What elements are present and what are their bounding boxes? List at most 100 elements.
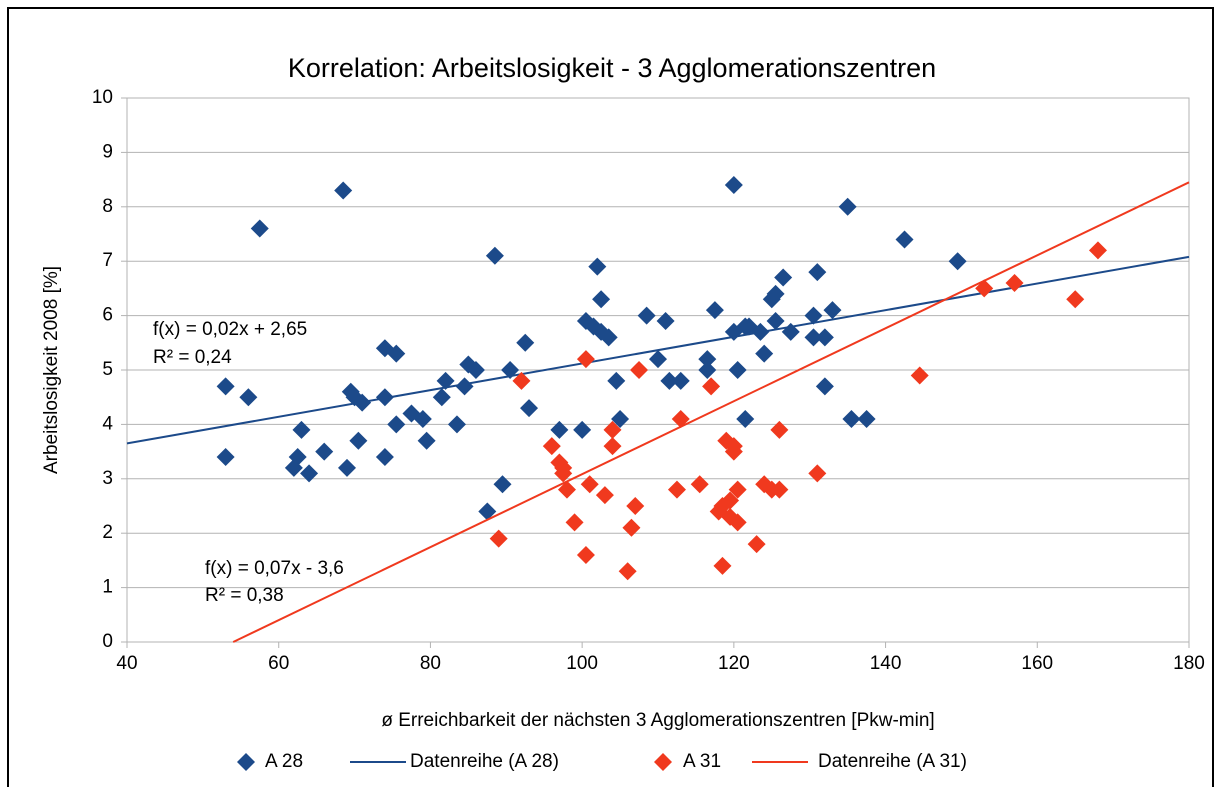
annotation: f(x) = 0,07x - 3,6 xyxy=(205,558,344,579)
point xyxy=(698,361,717,379)
point xyxy=(603,420,622,439)
point xyxy=(667,480,686,499)
point xyxy=(766,312,785,331)
point xyxy=(838,197,857,216)
point xyxy=(447,415,466,434)
legend-label: Datenreihe (A 31) xyxy=(818,751,967,772)
point xyxy=(656,312,675,331)
x-tick-label: 100 xyxy=(566,653,598,674)
y-tick-label: 8 xyxy=(102,196,113,217)
point xyxy=(387,344,406,363)
point xyxy=(770,420,789,439)
point xyxy=(603,437,622,456)
annotation: f(x) = 0,02x + 2,65 xyxy=(153,319,307,340)
point xyxy=(910,366,929,385)
y-tick-label: 4 xyxy=(102,413,113,434)
point xyxy=(698,350,717,369)
point xyxy=(637,306,656,325)
point xyxy=(724,442,743,461)
y-tick-label: 3 xyxy=(102,468,113,489)
point xyxy=(489,529,508,548)
point xyxy=(1066,290,1085,309)
y-tick-label: 5 xyxy=(102,359,113,380)
chart-title: Korrelation: Arbeitslosigkeit - 3 Agglom… xyxy=(288,53,936,83)
x-tick-label: 140 xyxy=(870,653,902,674)
y-tick-label: 10 xyxy=(92,87,113,108)
point xyxy=(576,350,595,369)
point xyxy=(626,497,645,515)
x-tick-label: 80 xyxy=(420,653,441,674)
y-axis-label: Arbeitslosigkeit 2008 [%] xyxy=(41,266,62,474)
point xyxy=(1005,273,1024,292)
y-tick-label: 2 xyxy=(102,522,113,543)
x-tick-label: 160 xyxy=(1021,653,1053,674)
point xyxy=(466,361,485,379)
point xyxy=(542,437,561,456)
point xyxy=(702,377,721,396)
x-tick-label: 60 xyxy=(268,653,289,674)
point xyxy=(842,409,861,428)
point xyxy=(774,268,793,287)
point xyxy=(557,480,576,499)
point xyxy=(690,475,709,494)
point xyxy=(857,409,876,428)
point xyxy=(671,371,690,390)
point xyxy=(815,328,834,347)
point xyxy=(413,409,432,428)
point xyxy=(432,388,451,407)
point xyxy=(580,475,599,494)
y-tick-label: 0 xyxy=(102,631,113,652)
legend-label: Datenreihe (A 28) xyxy=(410,751,559,772)
point xyxy=(485,246,504,265)
point xyxy=(649,350,667,369)
point xyxy=(611,409,630,428)
point xyxy=(808,464,827,483)
x-tick-label: 180 xyxy=(1173,653,1205,674)
point xyxy=(216,377,235,396)
point xyxy=(713,556,732,575)
point xyxy=(599,328,618,347)
point xyxy=(823,301,842,320)
point xyxy=(895,230,914,249)
point xyxy=(239,388,258,407)
point xyxy=(595,486,614,505)
annotation: R² = 0,38 xyxy=(205,585,284,606)
point xyxy=(630,361,649,379)
point xyxy=(618,562,637,581)
point xyxy=(493,475,512,494)
point xyxy=(436,371,455,390)
point xyxy=(622,518,641,537)
point xyxy=(948,252,967,271)
point xyxy=(721,491,740,510)
point xyxy=(588,257,607,276)
point xyxy=(520,399,539,418)
point xyxy=(455,377,474,396)
point xyxy=(375,448,394,467)
x-tick-label: 40 xyxy=(116,653,137,674)
trend-line xyxy=(232,181,1190,643)
point xyxy=(607,371,626,390)
point xyxy=(516,333,535,352)
x-axis-label: ø Erreichbarkeit der nächsten 3 Agglomer… xyxy=(381,710,934,731)
point xyxy=(387,415,406,434)
point xyxy=(216,448,235,467)
point xyxy=(417,431,436,450)
y-tick-label: 1 xyxy=(102,577,113,598)
point xyxy=(292,420,311,439)
point xyxy=(705,301,724,320)
point xyxy=(815,377,834,396)
point xyxy=(349,431,368,450)
y-tick-label: 6 xyxy=(102,305,113,326)
point xyxy=(288,448,307,467)
point xyxy=(766,284,785,303)
point xyxy=(554,464,573,483)
point xyxy=(724,176,743,195)
point xyxy=(315,442,334,461)
point xyxy=(728,513,747,532)
chart-frame xyxy=(7,7,1214,787)
y-tick-label: 7 xyxy=(102,250,113,271)
point xyxy=(1088,241,1107,260)
point xyxy=(671,409,690,428)
legend-marker xyxy=(237,753,255,771)
